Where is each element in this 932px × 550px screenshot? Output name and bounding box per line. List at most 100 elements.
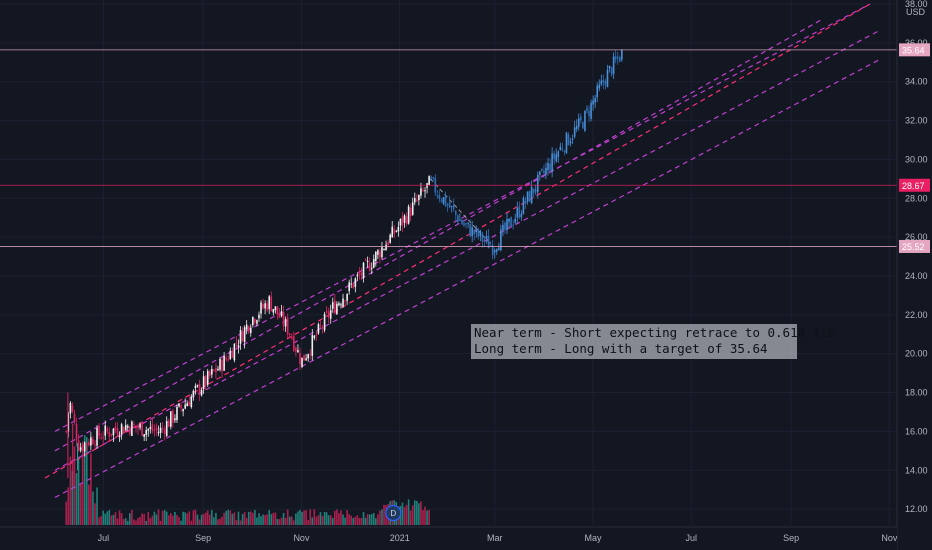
volume-bar bbox=[131, 510, 133, 525]
dividend-marker-label: D bbox=[390, 509, 396, 518]
volume-bar bbox=[176, 515, 178, 525]
volume-bar bbox=[256, 517, 258, 525]
volume-bar bbox=[221, 516, 223, 525]
candle-body bbox=[227, 359, 230, 361]
candle-body bbox=[436, 195, 439, 197]
candle-body bbox=[584, 110, 586, 131]
candle-body bbox=[526, 191, 529, 202]
volume-bar bbox=[307, 519, 309, 525]
candle-body bbox=[536, 174, 539, 193]
candle-body bbox=[532, 188, 535, 193]
volume-bar bbox=[129, 513, 131, 525]
price-tick-label: 14.00 bbox=[905, 465, 928, 475]
volume-bar bbox=[413, 500, 416, 525]
dividend-marker[interactable]: D bbox=[385, 504, 402, 522]
volume-bar bbox=[208, 514, 211, 525]
channel-line bbox=[54, 30, 879, 471]
price-tick-label: 24.00 bbox=[905, 271, 928, 281]
volume-bar bbox=[426, 510, 428, 525]
candle-body bbox=[452, 204, 455, 210]
candle-body bbox=[225, 357, 227, 360]
candlestick-series bbox=[65, 48, 623, 486]
volume-bar bbox=[85, 437, 88, 525]
time-tick-label: Nov bbox=[881, 533, 898, 543]
candle-body bbox=[213, 369, 215, 371]
candle-body bbox=[122, 427, 125, 433]
volume-bar bbox=[219, 518, 221, 525]
candle-body bbox=[98, 426, 100, 437]
volume-bar bbox=[286, 509, 289, 525]
volume-bar bbox=[217, 519, 219, 525]
candle-body bbox=[334, 300, 336, 314]
candle-body bbox=[176, 406, 178, 421]
volume-bar bbox=[108, 510, 111, 525]
time-tick-label: May bbox=[584, 533, 602, 543]
candle-body bbox=[278, 313, 281, 318]
candle-body bbox=[198, 383, 201, 395]
candle-body bbox=[582, 122, 584, 129]
candle-body bbox=[442, 197, 445, 204]
volume-bar bbox=[122, 519, 125, 525]
volume-bar bbox=[360, 518, 363, 525]
candle-body bbox=[264, 303, 266, 309]
candle-body bbox=[137, 426, 139, 429]
candle-body bbox=[557, 151, 560, 158]
candle-body bbox=[385, 244, 387, 251]
volume-bar bbox=[272, 512, 275, 525]
candle-body bbox=[463, 223, 465, 226]
volume-bar bbox=[67, 487, 70, 525]
candle-body bbox=[571, 138, 574, 140]
volume-bar bbox=[149, 518, 152, 525]
candle-body bbox=[223, 355, 225, 371]
volume-bar bbox=[239, 520, 242, 525]
candle-body bbox=[614, 56, 617, 60]
candle-body bbox=[440, 200, 443, 202]
analysis-note[interactable]: Near term - Short expecting retrace to 0… bbox=[471, 324, 835, 359]
volume-bar bbox=[336, 509, 338, 525]
candle-body bbox=[403, 215, 406, 223]
candle-body bbox=[159, 427, 162, 433]
candle-body bbox=[559, 146, 562, 151]
candle-body bbox=[346, 293, 348, 301]
candle-body bbox=[569, 141, 572, 144]
candle-body bbox=[495, 249, 498, 252]
candle-body bbox=[85, 443, 88, 445]
volume-bar bbox=[77, 456, 80, 525]
time-axis[interactable]: Jul Sep Nov 2021 Mar May Jul Sep Nov bbox=[0, 526, 898, 550]
price-tick-label: 16.00 bbox=[905, 426, 928, 436]
dividend-marker-circle bbox=[385, 504, 402, 522]
volume-bar bbox=[370, 514, 373, 525]
candle-body bbox=[336, 303, 338, 315]
volume-bar bbox=[315, 516, 318, 525]
volume-bar bbox=[334, 510, 336, 525]
volume-bar bbox=[137, 517, 139, 525]
price-axis[interactable]: 38.00 36.00 34.00 32.00 30.00 28.00 26.00 24.00… bbox=[896, 0, 932, 550]
volume-bar bbox=[180, 520, 182, 525]
candle-body bbox=[108, 431, 111, 437]
candle-body bbox=[71, 405, 74, 412]
candle-body bbox=[512, 224, 514, 226]
volume-bar bbox=[276, 518, 279, 525]
candle-body bbox=[241, 331, 244, 342]
candle-body bbox=[350, 283, 353, 285]
candle-body bbox=[317, 324, 320, 334]
volume-bar bbox=[280, 517, 283, 525]
volume-bar bbox=[225, 510, 227, 525]
candle-body bbox=[329, 310, 332, 319]
candle-body bbox=[510, 217, 512, 227]
volume-bar bbox=[200, 514, 203, 525]
candle-body bbox=[428, 176, 430, 186]
volume-bar bbox=[348, 514, 350, 525]
candle-body bbox=[565, 132, 568, 154]
volume-bar bbox=[98, 517, 100, 525]
volume-bar bbox=[182, 511, 184, 525]
candle-body bbox=[270, 296, 273, 312]
volume-bar bbox=[344, 517, 346, 525]
candle-body bbox=[90, 437, 92, 446]
candle-body bbox=[235, 342, 238, 344]
candle-body bbox=[618, 57, 621, 62]
candle-body bbox=[518, 206, 521, 218]
volume-bar bbox=[358, 517, 361, 525]
candle-body bbox=[311, 335, 314, 356]
